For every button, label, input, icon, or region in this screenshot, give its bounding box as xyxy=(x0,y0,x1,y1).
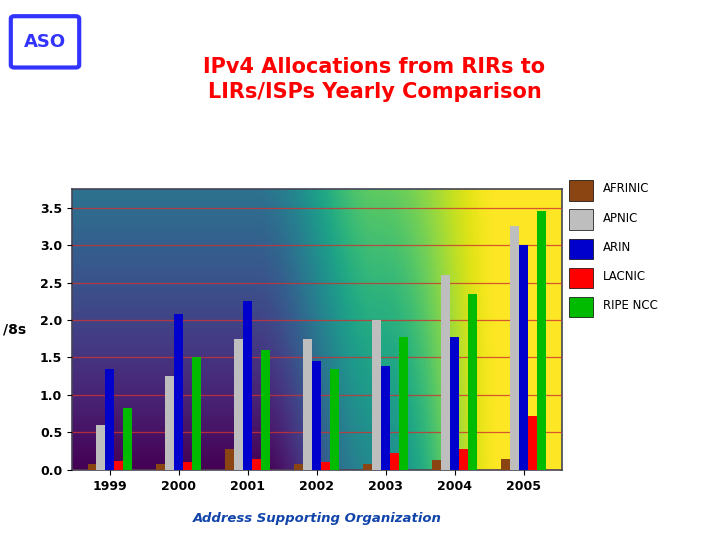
Bar xyxy=(459,449,468,470)
Text: APNIC: APNIC xyxy=(603,212,639,225)
Bar xyxy=(192,357,202,470)
Bar xyxy=(372,320,382,470)
Bar xyxy=(528,416,537,470)
Bar xyxy=(569,239,593,259)
Bar xyxy=(390,453,399,470)
Text: LACNIC: LACNIC xyxy=(603,270,646,283)
Bar xyxy=(330,369,339,470)
Bar xyxy=(88,464,96,470)
Text: Address Supporting Organization: Address Supporting Organization xyxy=(192,512,441,525)
Bar xyxy=(468,294,477,470)
Bar xyxy=(519,245,528,470)
Bar xyxy=(156,464,166,470)
Bar xyxy=(243,301,252,470)
Bar xyxy=(537,212,546,470)
Text: RIPE NCC: RIPE NCC xyxy=(603,299,658,312)
Bar xyxy=(569,268,593,288)
Bar xyxy=(303,339,312,470)
Bar xyxy=(114,461,123,470)
Bar xyxy=(166,376,174,470)
Bar xyxy=(399,336,408,470)
Bar xyxy=(184,462,192,470)
Bar xyxy=(123,408,132,470)
Bar xyxy=(261,350,270,470)
Bar xyxy=(569,180,593,201)
FancyBboxPatch shape xyxy=(11,16,79,68)
Bar xyxy=(174,314,184,470)
Bar xyxy=(312,361,321,470)
Bar xyxy=(105,369,114,470)
Bar xyxy=(225,449,235,470)
Y-axis label: /8s: /8s xyxy=(4,322,27,336)
Bar xyxy=(321,462,330,470)
Bar xyxy=(364,464,372,470)
Bar xyxy=(450,336,459,470)
Bar xyxy=(569,210,593,230)
Bar xyxy=(501,458,510,470)
Bar xyxy=(252,458,261,470)
Bar xyxy=(294,464,303,470)
Bar xyxy=(569,297,593,318)
Bar xyxy=(510,226,519,470)
Bar xyxy=(96,425,105,470)
Text: AFRINIC: AFRINIC xyxy=(603,183,649,195)
Bar xyxy=(382,367,390,470)
Bar xyxy=(235,339,243,470)
Bar xyxy=(441,275,450,470)
Text: ASO: ASO xyxy=(24,33,66,51)
Text: IPv4 Allocations from RIRs to
LIRs/ISPs Yearly Comparison: IPv4 Allocations from RIRs to LIRs/ISPs … xyxy=(203,57,546,102)
Text: ARIN: ARIN xyxy=(603,241,631,254)
Bar xyxy=(432,460,441,470)
